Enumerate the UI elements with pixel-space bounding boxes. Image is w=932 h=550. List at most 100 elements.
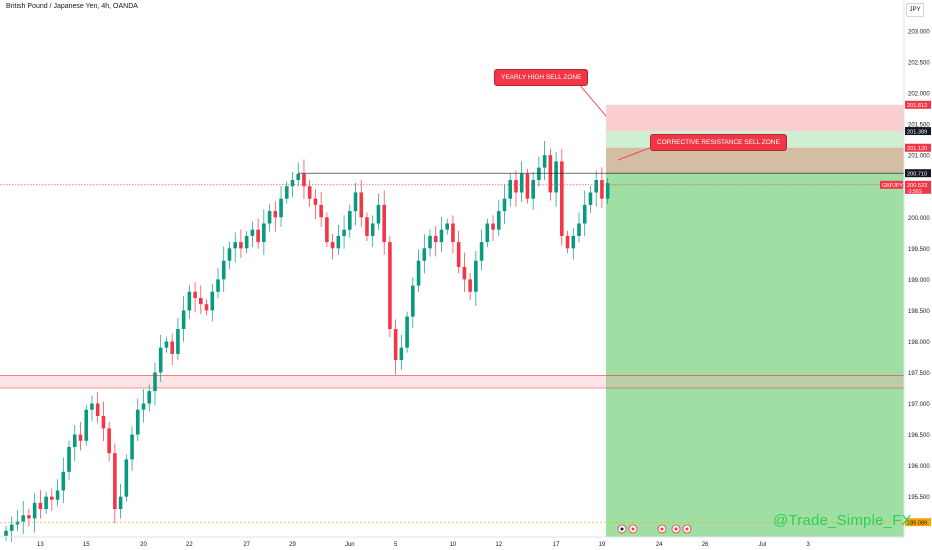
x-tick-label: Jun — [345, 542, 355, 548]
y-tick-label: 200.000 — [908, 216, 930, 222]
symbol-tag: GBPJPY — [882, 183, 903, 189]
candle — [365, 212, 369, 241]
symbol-tag-bg — [880, 180, 903, 189]
entry-zone — [606, 147, 904, 174]
candle — [135, 398, 140, 442]
y-tick-label: 196.000 — [908, 464, 930, 470]
candle-body — [416, 260, 421, 286]
candle — [27, 508, 31, 527]
candle-body — [445, 223, 450, 230]
candle — [422, 234, 427, 274]
candle — [462, 252, 467, 293]
y-tick-label: 201.000 — [908, 154, 930, 160]
candle-body — [113, 453, 117, 510]
candle-body — [158, 347, 163, 373]
candle — [554, 151, 558, 207]
price-tag-201389-bg — [905, 127, 931, 136]
x-tick-label: 12 — [495, 542, 502, 548]
candle-body — [279, 198, 283, 218]
candle — [193, 282, 197, 313]
candle-body — [502, 198, 507, 212]
candle-body — [130, 434, 134, 460]
y-tick-label: 199.000 — [908, 278, 930, 284]
y-tick-label: 199.500 — [908, 247, 930, 253]
candle — [577, 212, 581, 243]
candle — [67, 440, 71, 480]
candle — [313, 189, 318, 220]
candle-body — [474, 260, 478, 292]
candle — [382, 190, 386, 255]
candle — [32, 493, 37, 533]
corrective-resistance-note[interactable]: CORRECTIVE RESISTANCE SELL ZONE — [650, 134, 787, 151]
candle-body — [508, 180, 513, 199]
candle-body — [78, 434, 83, 441]
yearly-high-note[interactable]: YEARLY HIGH SELL ZONE — [494, 69, 589, 86]
candle-body — [307, 186, 312, 199]
candle-body — [548, 155, 553, 193]
y-tick-label: 196.500 — [908, 433, 930, 439]
candle — [9, 516, 14, 542]
x-tick-label: 5 — [394, 542, 398, 548]
watermark: @Trade_Simple_FX — [773, 512, 912, 529]
candle — [239, 229, 243, 258]
candle-body — [313, 198, 318, 205]
candle — [84, 404, 89, 446]
candle-body — [571, 235, 576, 249]
event-icon-dot — [674, 527, 678, 531]
candle-body — [221, 260, 226, 280]
candle-body — [428, 235, 432, 249]
candle-body — [267, 211, 272, 224]
candle-body — [290, 180, 295, 187]
candle-body — [342, 229, 346, 236]
candle-body — [393, 329, 398, 361]
candle — [428, 229, 432, 257]
candle — [411, 277, 415, 328]
levels — [0, 82, 904, 523]
zones — [0, 104, 904, 537]
candle-body — [210, 291, 215, 311]
candle-body — [422, 248, 427, 261]
candle — [451, 215, 455, 254]
event-icons — [617, 524, 692, 534]
candle — [181, 296, 186, 342]
candle — [256, 218, 260, 249]
candle — [542, 140, 547, 181]
current-price-label: 200.523 — [907, 183, 927, 189]
candle-body — [582, 204, 587, 224]
candle — [348, 204, 352, 238]
candle-body — [336, 235, 341, 249]
candle — [227, 241, 232, 269]
corrective-note-pointer — [617, 146, 653, 161]
event-icon-dot — [660, 527, 664, 531]
candle-body — [348, 211, 352, 230]
y-tick-label: 197.000 — [908, 402, 930, 408]
candle — [262, 209, 266, 255]
event-icon-dot — [620, 527, 624, 531]
candle-body — [27, 515, 31, 519]
candle-body — [61, 471, 66, 491]
y-tick-label: 198.000 — [908, 340, 930, 346]
candle — [416, 249, 421, 293]
current-price-bg — [905, 180, 931, 194]
x-tick-label: 20 — [140, 542, 147, 548]
candle — [296, 162, 301, 187]
currency-button[interactable]: JPY — [906, 3, 924, 17]
candle-body — [439, 229, 444, 243]
candle-body — [176, 329, 180, 354]
y-tick-label: 202.000 — [908, 92, 930, 98]
candle-body — [233, 242, 237, 249]
candle-body — [227, 248, 232, 261]
candle — [514, 170, 518, 207]
candle-body — [468, 279, 472, 292]
candle — [548, 148, 553, 201]
candle — [600, 167, 604, 209]
candle-body — [302, 173, 306, 187]
x-tick-label: 3 — [807, 542, 811, 548]
candle — [170, 333, 174, 366]
candle — [90, 395, 94, 421]
candle-body — [353, 192, 358, 212]
candle — [44, 491, 48, 515]
candle-body — [147, 391, 152, 404]
